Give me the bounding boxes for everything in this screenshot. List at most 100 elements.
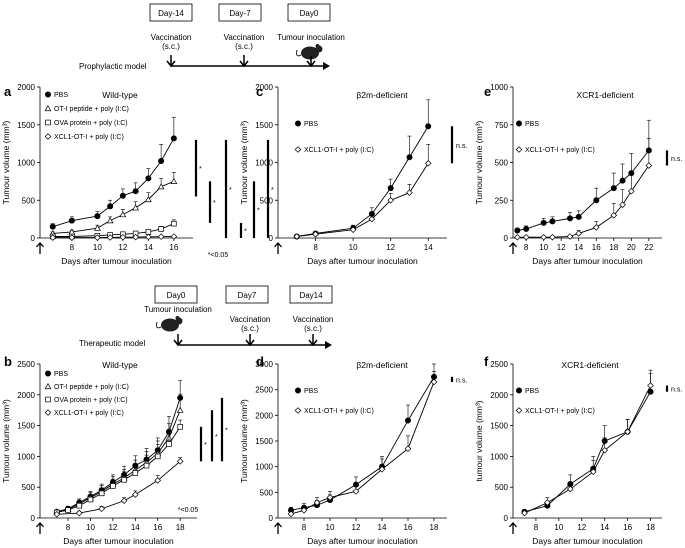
- timeline-box-label: Day-7: [229, 9, 251, 18]
- x-tick-label: 16: [169, 243, 178, 252]
- data-point-marker: [610, 185, 617, 192]
- significance-label: *: [213, 200, 216, 207]
- y-tick-label: 0: [269, 234, 274, 243]
- y-tick-label: 1000: [255, 463, 273, 472]
- y-tick-label: 2000: [17, 391, 35, 400]
- significance-label: *: [244, 228, 247, 235]
- timeline-box-2: [225, 285, 269, 304]
- data-point-marker: [313, 499, 321, 506]
- y-tick-label: 2500: [255, 386, 273, 395]
- data-point-marker: [404, 417, 411, 424]
- legend-label: PBS: [54, 92, 68, 99]
- series: [49, 116, 177, 230]
- x-tick-label: 18: [646, 523, 655, 532]
- x-tick-label: 16: [404, 523, 413, 532]
- data-point-marker: [44, 133, 52, 140]
- data-point-marker: [44, 104, 52, 112]
- data-point-marker: [132, 491, 139, 498]
- legend-label: PBS: [304, 388, 318, 395]
- y-tick-label: 1000: [490, 452, 508, 461]
- data-point-marker: [76, 502, 82, 509]
- data-point-marker: [544, 499, 551, 506]
- data-point-marker: [522, 233, 530, 241]
- data-point-marker: [158, 157, 165, 164]
- data-point-marker: [155, 453, 161, 460]
- timeline-box-label: Day0: [167, 291, 186, 300]
- timeline-event: Tumour inoculation: [144, 305, 212, 314]
- timeline-box-label: Day0: [300, 9, 319, 18]
- y-tick-label: 500: [22, 483, 36, 492]
- data-point-marker: [110, 483, 116, 489]
- data-point-marker: [521, 509, 528, 517]
- series-line: [296, 126, 429, 237]
- legend-label: XCL1-OT-I + poly (I:C): [525, 147, 595, 154]
- data-point-marker: [107, 203, 114, 210]
- y-tick-label: 2500: [17, 360, 35, 369]
- y-tick-label: 0: [504, 234, 509, 243]
- x-tick-label: 16: [153, 523, 162, 532]
- data-point-marker: [44, 370, 51, 377]
- x-tick-label: 10: [93, 243, 102, 252]
- x-axis-label: Days after tumour inoculation: [307, 256, 418, 266]
- y-tick-label: 1500: [17, 422, 35, 431]
- panel-letter: e: [484, 84, 491, 99]
- y-tick-label: 750: [495, 121, 509, 130]
- y-tick-label: 1000: [17, 159, 35, 168]
- timeline-event: Vaccination (s.c.): [230, 315, 271, 333]
- data-point-marker: [44, 409, 52, 416]
- x-tick-label: 10: [349, 243, 358, 252]
- x-tick-label: 14: [424, 243, 433, 252]
- timeline-event: Vaccination (s.c.): [224, 33, 265, 51]
- data-point-marker: [68, 217, 75, 224]
- y-axis-label: Tumour volume (mm³): [239, 399, 249, 483]
- timeline-event-line: Tumour inoculation: [144, 305, 212, 314]
- data-point-marker: [166, 441, 172, 447]
- y-tick-label: 2000: [255, 411, 273, 420]
- data-point-marker: [119, 192, 126, 199]
- data-point-marker: [406, 189, 413, 196]
- y-tick-label: 1500: [490, 422, 508, 431]
- timeline-event-line: Vaccination: [230, 315, 271, 324]
- chart-title: XCR1-deficient: [561, 360, 619, 370]
- series: [293, 144, 432, 240]
- data-point-marker: [98, 490, 105, 497]
- data-point-marker: [515, 146, 523, 153]
- chart-panel-a: a 0 500 1000 1500 2000 8 10 12 14 16 Days after tum…: [1, 83, 274, 266]
- data-point-marker: [65, 507, 71, 513]
- data-point-marker: [406, 154, 413, 161]
- data-point-marker: [575, 213, 582, 220]
- series-line: [290, 376, 435, 511]
- data-point-marker: [523, 225, 530, 232]
- series-line: [56, 410, 181, 513]
- data-point-marker: [171, 220, 177, 227]
- chart-title: β2m-deficient: [356, 360, 408, 370]
- up-arrow-icon: [36, 522, 44, 534]
- data-point-marker: [121, 477, 127, 483]
- up-arrow-icon: [36, 242, 44, 254]
- therapeutic-timeline: Day0 Day7 Day14 Tumour inoculation Vacci…: [79, 285, 333, 349]
- y-tick-label: 1000: [255, 159, 273, 168]
- y-tick-label: 2500: [490, 360, 508, 369]
- y-tick-label: 500: [495, 483, 509, 492]
- chart-title: Wild-type: [102, 90, 138, 100]
- data-point-marker: [94, 234, 101, 241]
- data-point-marker: [540, 219, 547, 226]
- data-point-marker: [592, 224, 600, 231]
- timeline-event-line: (s.c.): [241, 324, 259, 333]
- y-tick-label: 0: [31, 234, 36, 243]
- timeline-box-1: [149, 3, 193, 22]
- mouse-icon: [296, 44, 323, 60]
- x-tick-label: 18: [609, 243, 618, 252]
- data-point-marker: [349, 226, 357, 233]
- x-tick-label: 14: [144, 243, 153, 252]
- data-point-marker: [575, 230, 583, 237]
- legend-label: PBS: [525, 388, 539, 395]
- significance-label: *: [225, 428, 228, 435]
- data-point-marker: [145, 233, 152, 241]
- data-point-marker: [94, 213, 101, 220]
- legend-label: PBS: [304, 121, 318, 128]
- data-point-marker: [132, 188, 139, 195]
- chart-title: β2m-deficient: [356, 90, 408, 100]
